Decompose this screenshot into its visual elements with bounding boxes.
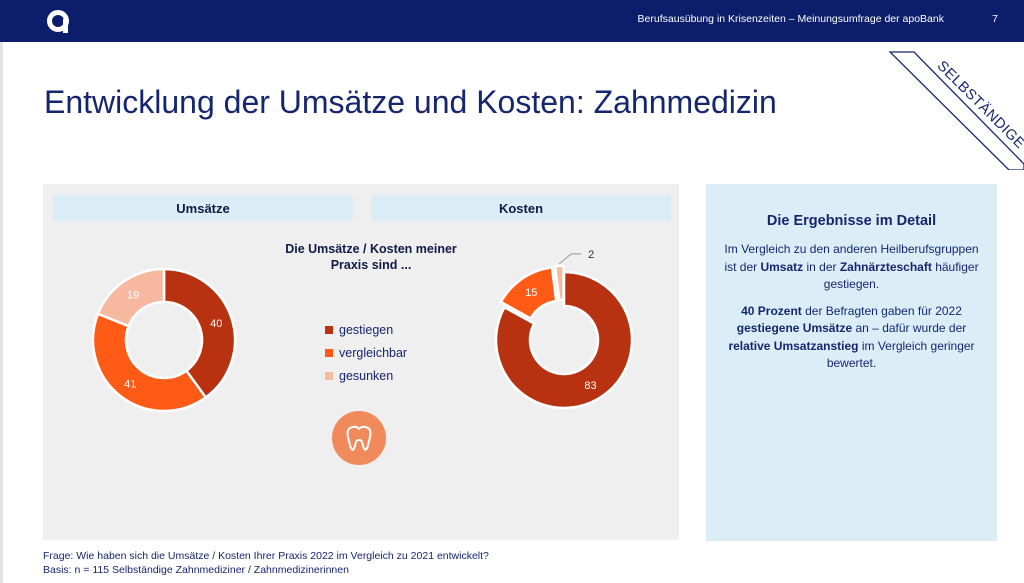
footnote: Frage: Wie haben sich die Umsätze / Kost… [43,549,489,577]
donut-1: 83 15 2 [494,249,634,410]
slice-gesunken [553,264,565,302]
slice-vergleichbar [91,312,208,413]
chart-question: Die Umsätze / Kosten meiner Praxis sind … [285,242,457,272]
legend-label-vergleichbar: vergleichbar [339,345,408,360]
legend-swatch-gesunken [325,371,333,380]
tooth-icon [346,425,372,451]
apobank-a-logo-icon [47,10,69,33]
data-label-vergleichbar: 41 [124,378,136,390]
data-label-vergleichbar: 15 [525,287,537,299]
detail-paragraph-1: Im Vergleich zu den anderen Heilberufsgr… [706,241,997,294]
detail-text-run: dafür wurde der [882,321,967,335]
legend-label-gestiegen: gestiegen [339,322,394,337]
data-label-gesunken: 2 [588,249,594,261]
detail-panel: Die Ergebnisse im Detail Im Vergleich zu… [706,184,997,541]
kosten-header: Kosten [371,195,671,221]
detail-text-run: gestiegene Umsätze [736,321,853,335]
legend-item-gesunken: gesunken [325,364,407,387]
detail-title: Die Ergebnisse im Detail [766,213,937,229]
detail-text-run: 40 Prozent [741,303,802,318]
leader-line [558,253,582,265]
legend-label-gesunken: gesunken [339,368,394,383]
donut-0: 40 41 19 [91,267,237,413]
detail-text-run: häufiger gestiegen. [823,259,979,292]
data-label-gestiegen: 40 [210,318,222,330]
detail-text-run: an – [852,321,883,335]
detail-text-run: in der [803,259,840,274]
page-number: 7 [992,13,998,25]
detail-text-run: Umsatz [760,259,804,274]
left-edge-strip [0,42,3,583]
legend-swatch-gestiegen [325,325,333,334]
slice-vergleichbar [499,265,558,321]
page-title: Entwicklung der Umsätze und Kosten: Zahn… [44,84,777,120]
tooth-badge [332,411,386,465]
data-label-gesunken: 19 [127,290,139,302]
slice-gesunken [96,267,166,328]
slice-gestiegen [494,270,634,410]
detail-paragraph-2: 40 Prozent der Befragten gaben für 2022 … [706,303,997,373]
header-bar: Berufsausübung in Krisenzeiten – Meinung… [0,0,1024,42]
footnote-question: Frage: Wie haben sich die Umsätze / Kost… [43,550,489,562]
header-title: Berufsausübung in Krisenzeiten – Meinung… [637,13,944,25]
slice-gestiegen [162,267,237,400]
detail-text-run: im Vergleich geringer bewertet. [826,338,975,371]
chart-panel: Umsätze Kosten Die Umsätze / Kosten mein… [43,184,679,540]
donut-charts: 40 41 19 83 15 2 [91,249,634,413]
corner-ribbon: SELBSTÄNDIGE [888,51,1024,170]
legend-item-gestiegen: gestiegen [325,318,407,341]
legend-swatch-vergleichbar [325,348,333,357]
detail-text-run: Im Vergleich zu den anderen Heilberufsgr… [724,242,979,274]
detail-text-run: Zahnärzteschaft [839,259,932,274]
detail-text-run: der Befragten gaben für 2022 [801,303,962,318]
chart-legend: gestiegen vergleichbar gesunken [325,318,407,387]
legend-item-vergleichbar: vergleichbar [325,341,407,364]
umsaetze-header: Umsätze [53,195,353,221]
data-label-gestiegen: 83 [584,380,596,392]
footnote-basis: Basis: n = 115 Selbständige Zahnmedizine… [43,564,349,576]
detail-text-run: relative Umsatzanstieg [728,338,859,353]
